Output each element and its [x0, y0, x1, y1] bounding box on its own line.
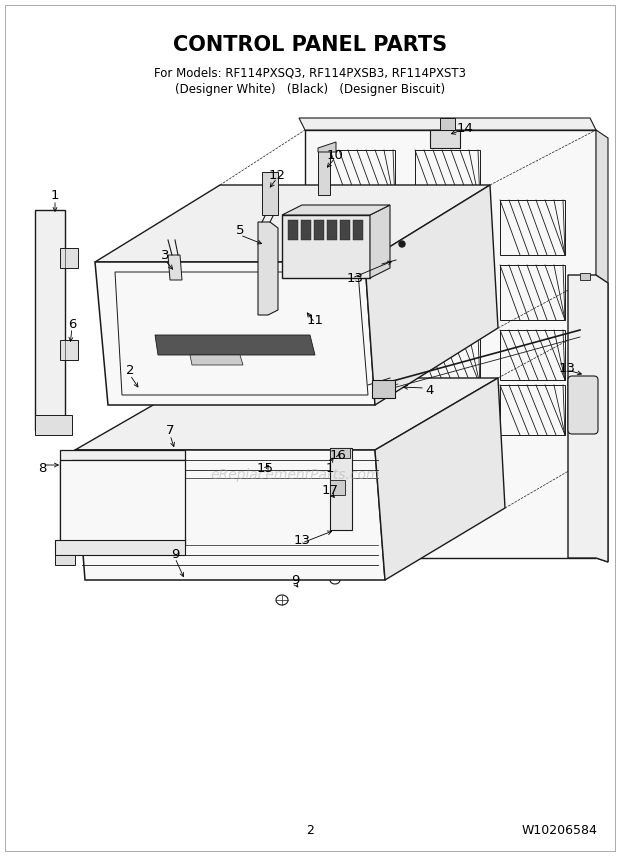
- Polygon shape: [580, 273, 590, 280]
- Text: 10: 10: [327, 148, 343, 162]
- Polygon shape: [301, 220, 311, 240]
- Polygon shape: [282, 215, 370, 278]
- Polygon shape: [55, 555, 75, 565]
- Polygon shape: [314, 220, 324, 240]
- Polygon shape: [318, 148, 330, 195]
- Polygon shape: [258, 222, 278, 315]
- Polygon shape: [370, 205, 390, 278]
- Polygon shape: [155, 335, 315, 355]
- Polygon shape: [375, 378, 505, 580]
- Text: 2: 2: [126, 364, 135, 377]
- Polygon shape: [60, 450, 185, 540]
- Polygon shape: [75, 378, 498, 450]
- Text: 16: 16: [330, 449, 347, 461]
- Text: 15: 15: [257, 461, 273, 474]
- Polygon shape: [330, 448, 352, 530]
- Polygon shape: [440, 118, 455, 130]
- FancyBboxPatch shape: [568, 376, 598, 434]
- Polygon shape: [318, 142, 336, 152]
- Text: 4: 4: [426, 383, 434, 396]
- Polygon shape: [365, 185, 498, 405]
- Polygon shape: [372, 380, 395, 398]
- Text: 6: 6: [68, 318, 76, 331]
- Polygon shape: [299, 118, 596, 130]
- Text: 17: 17: [322, 484, 339, 496]
- Polygon shape: [60, 460, 185, 545]
- Polygon shape: [327, 220, 337, 240]
- Polygon shape: [340, 220, 350, 240]
- Text: CONTROL PANEL PARTS: CONTROL PANEL PARTS: [173, 35, 447, 55]
- Polygon shape: [430, 130, 460, 148]
- Text: (Designer White)   (Black)   (Designer Biscuit): (Designer White) (Black) (Designer Biscu…: [175, 82, 445, 96]
- Text: 2: 2: [306, 823, 314, 836]
- Polygon shape: [568, 275, 608, 562]
- Text: 12: 12: [268, 169, 285, 181]
- Polygon shape: [353, 220, 363, 240]
- Polygon shape: [288, 220, 298, 240]
- Polygon shape: [330, 448, 350, 458]
- Text: 8: 8: [38, 461, 46, 474]
- Polygon shape: [60, 340, 78, 360]
- Circle shape: [399, 241, 405, 247]
- Polygon shape: [35, 415, 72, 435]
- Polygon shape: [305, 130, 596, 558]
- Polygon shape: [330, 480, 345, 495]
- Text: 1: 1: [51, 188, 60, 201]
- Text: 7: 7: [166, 424, 174, 437]
- Polygon shape: [282, 205, 390, 215]
- Text: 1: 1: [326, 461, 334, 474]
- Text: For Models: RF114PXSQ3, RF114PXSB3, RF114PXST3: For Models: RF114PXSQ3, RF114PXSB3, RF11…: [154, 67, 466, 80]
- Polygon shape: [168, 255, 182, 280]
- Text: W10206584: W10206584: [522, 823, 598, 836]
- Text: 9: 9: [291, 574, 299, 586]
- Text: 14: 14: [456, 122, 474, 134]
- Text: eReplacementParts.com: eReplacementParts.com: [210, 468, 379, 482]
- Polygon shape: [95, 185, 490, 262]
- Polygon shape: [262, 172, 278, 215]
- Text: 3: 3: [161, 248, 169, 261]
- Text: 5: 5: [236, 223, 244, 236]
- Polygon shape: [596, 130, 608, 562]
- Polygon shape: [60, 248, 78, 268]
- Polygon shape: [75, 450, 385, 580]
- Text: 13: 13: [559, 361, 575, 375]
- Text: 13: 13: [293, 533, 311, 546]
- Text: 13: 13: [347, 271, 363, 284]
- Polygon shape: [95, 262, 375, 405]
- Polygon shape: [55, 540, 185, 555]
- Polygon shape: [35, 210, 65, 430]
- Text: 9: 9: [171, 549, 179, 562]
- Text: 11: 11: [306, 313, 324, 326]
- Polygon shape: [190, 355, 243, 365]
